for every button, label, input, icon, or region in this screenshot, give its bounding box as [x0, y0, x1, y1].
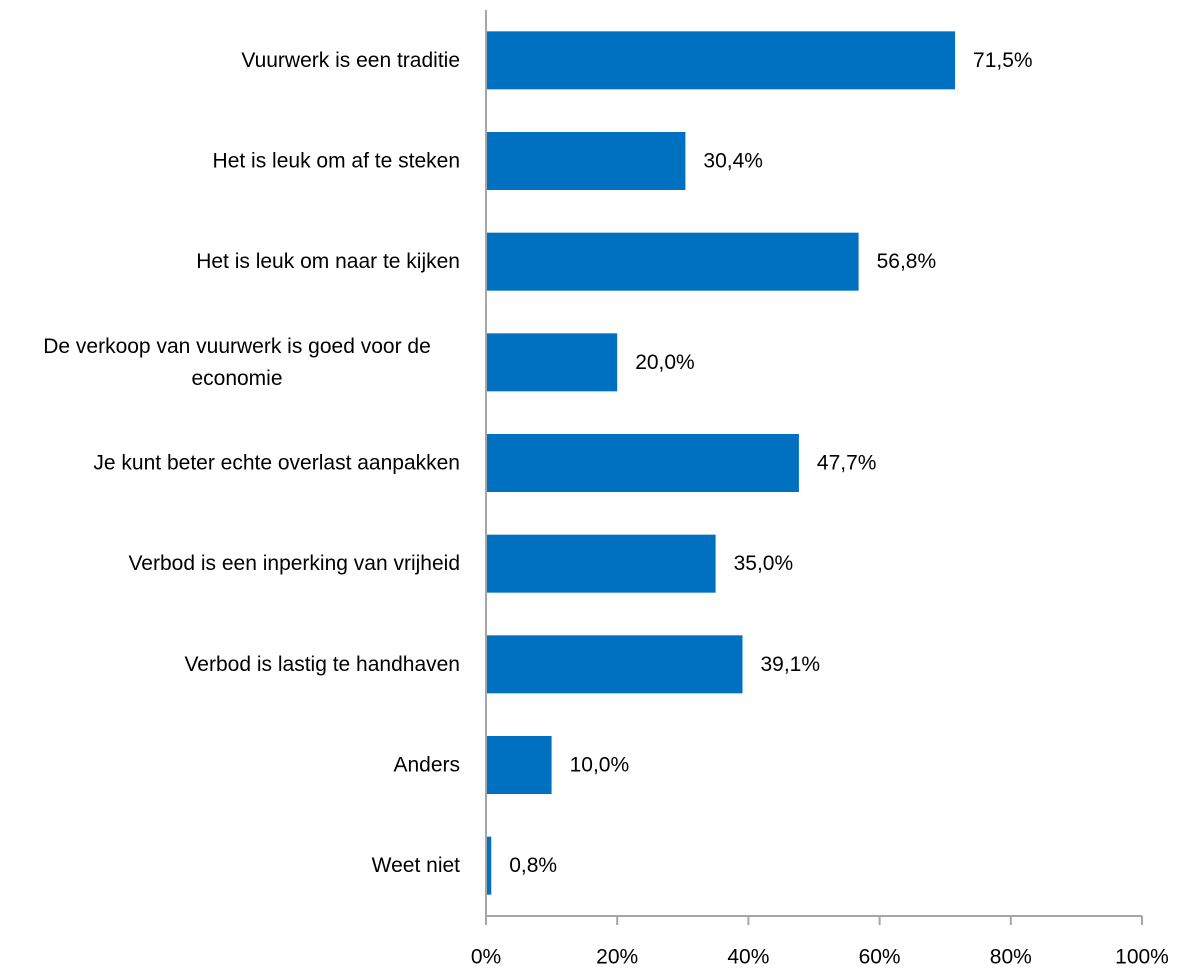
- x-tick-label: 100%: [1115, 946, 1169, 969]
- bar-4: [486, 333, 618, 392]
- value-label-8: 10,0%: [570, 754, 630, 777]
- bars-layer: [486, 31, 956, 895]
- x-tick-label: 0%: [471, 946, 501, 969]
- category-label-line: Je kunt beter echte overlast aanpakken: [93, 452, 460, 475]
- value-label-3: 56,8%: [877, 250, 937, 273]
- bar-7: [486, 635, 743, 694]
- category-label-5: Je kunt beter echte overlast aanpakken: [93, 452, 460, 475]
- category-label-1: Vuurwerk is een traditie: [241, 49, 460, 72]
- category-label-7: Verbod is lastig te handhaven: [184, 653, 460, 676]
- value-label-9: 0,8%: [509, 854, 557, 877]
- value-label-2: 30,4%: [703, 150, 763, 173]
- category-label-3: Het is leuk om naar te kijken: [196, 250, 460, 273]
- bar-3: [486, 232, 859, 291]
- category-label-line: Het is leuk om af te steken: [213, 150, 460, 173]
- x-tick-label: 80%: [990, 946, 1032, 969]
- x-tick-label: 20%: [596, 946, 638, 969]
- category-label-line: economie: [191, 367, 282, 390]
- bar-8: [486, 736, 552, 794]
- value-label-7: 39,1%: [760, 653, 820, 676]
- category-label-line: Anders: [393, 754, 460, 777]
- bar-6: [486, 534, 716, 593]
- x-tick-label: 40%: [727, 946, 769, 969]
- category-label-6: Verbod is een inperking van vrijheid: [128, 552, 460, 575]
- value-labels: 71,5% 30,4% 56,8% 20,0% 47,7% 35,0% 39,1% 10,0%…: [509, 49, 1032, 877]
- x-tick-label: 60%: [859, 946, 901, 969]
- category-label-8: Anders: [393, 754, 460, 777]
- bar-2: [486, 132, 686, 190]
- bar-9: [486, 836, 492, 895]
- category-label-line: Het is leuk om naar te kijken: [196, 250, 460, 273]
- category-label-9: Weet niet: [372, 854, 460, 877]
- bar-1: [486, 31, 956, 90]
- bar-5: [486, 434, 799, 492]
- axes: 0% 20% 40% 60% 80% 100%: [471, 10, 1169, 969]
- category-label-line: Vuurwerk is een traditie: [241, 49, 460, 72]
- category-label-line: De verkoop van vuurwerk is goed voor de: [43, 335, 431, 358]
- value-label-4: 20,0%: [635, 351, 695, 374]
- category-label-line: Verbod is een inperking van vrijheid: [128, 552, 460, 575]
- category-label-line: Verbod is lastig te handhaven: [184, 653, 460, 676]
- value-label-5: 47,7%: [817, 452, 877, 475]
- value-label-1: 71,5%: [973, 49, 1033, 72]
- category-labels: Vuurwerk is een traditie Het is leuk om a…: [43, 49, 460, 877]
- category-label-4: De verkoop van vuurwerk is goed voor de e…: [43, 335, 431, 390]
- category-label-2: Het is leuk om af te steken: [213, 150, 460, 173]
- category-label-line: Weet niet: [372, 854, 460, 877]
- value-label-6: 35,0%: [734, 552, 794, 575]
